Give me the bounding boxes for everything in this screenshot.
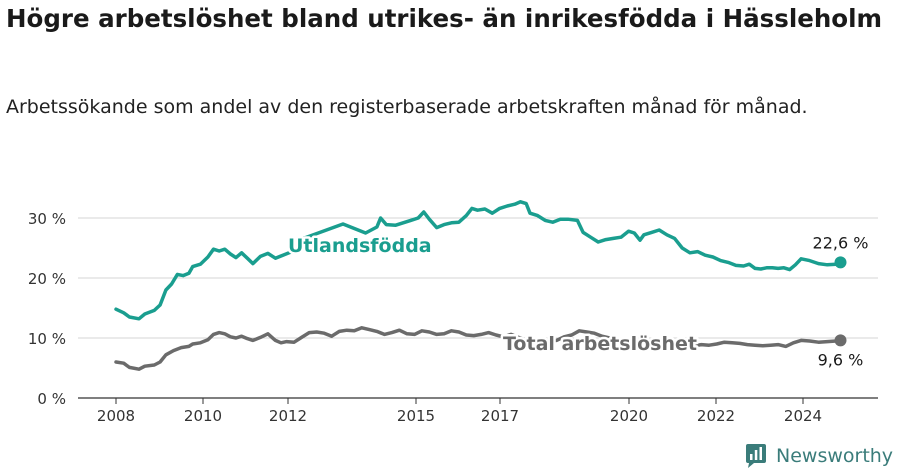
series-line-utlandsfodda	[114, 200, 843, 321]
chart-subtitle: Arbetssökande som andel av den registerb…	[6, 96, 808, 118]
x-tick-label: 2008	[97, 407, 135, 425]
series-name-label-utlandsfodda: Utlandsfödda	[288, 235, 432, 257]
x-tick-label: 2015	[397, 407, 435, 425]
series-end-label: 22,6 %	[813, 233, 869, 252]
series-end-point	[834, 256, 847, 269]
y-tick-label: 30 %	[28, 210, 66, 228]
x-tick-label: 2017	[481, 407, 519, 425]
newsworthy-logo-text: Newsworthy	[776, 445, 894, 467]
x-tick-label: 2020	[610, 407, 648, 425]
y-tick-label: 10 %	[28, 330, 66, 348]
x-tick-label: 2024	[784, 407, 822, 425]
y-tick-label: 0 %	[37, 390, 66, 408]
series-line-total	[114, 326, 843, 371]
x-tick-label: 2022	[697, 407, 735, 425]
newsworthy-logo: Newsworthy	[744, 442, 893, 470]
newsworthy-logo-icon	[746, 444, 766, 468]
x-tick-label: 2012	[269, 407, 307, 425]
series-end-point	[834, 334, 847, 347]
series-name-label-total: Total arbetslöshet	[503, 333, 697, 355]
x-tick-label: 2010	[184, 407, 222, 425]
y-tick-label: 20 %	[28, 270, 66, 288]
series-end-label: 9,6 %	[818, 350, 864, 369]
chart-title: Högre arbetslöshet bland utrikes- än inr…	[6, 4, 883, 33]
